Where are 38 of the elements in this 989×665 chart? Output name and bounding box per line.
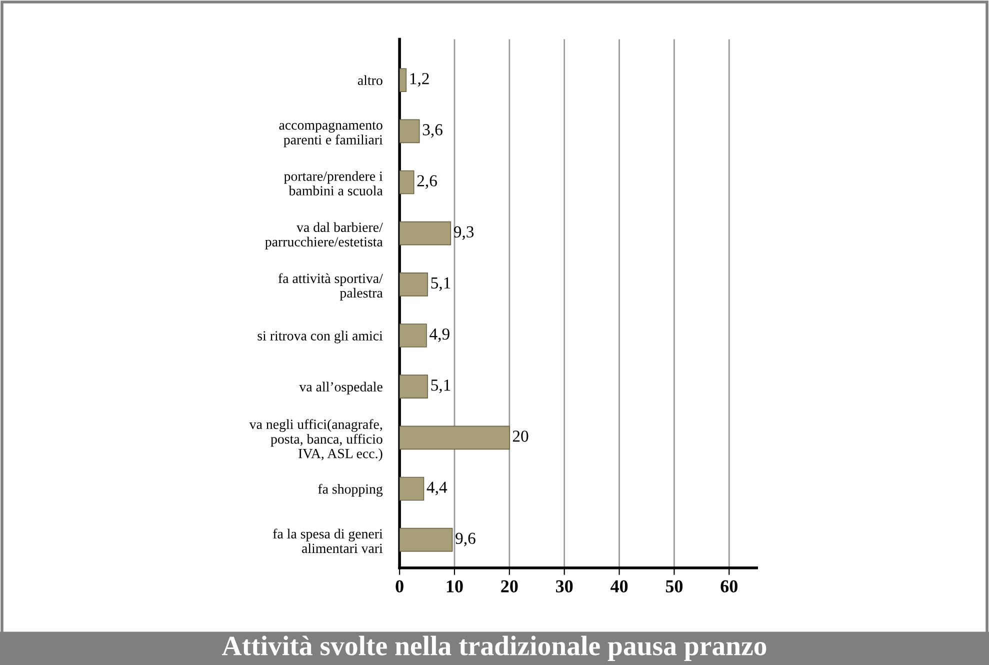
data-label: 5,1 <box>431 277 450 291</box>
data-label: 5,1 <box>431 380 450 394</box>
bar <box>400 221 452 246</box>
bar <box>400 476 424 501</box>
bar <box>400 170 414 194</box>
x-tick-label: 50 <box>666 580 683 592</box>
data-label: 20 <box>512 430 528 442</box>
data-label: 3,6 <box>422 124 442 138</box>
y-tick-label: va all’ospedale <box>299 382 382 394</box>
y-tick-label: si ritrova con gli amici <box>258 330 383 344</box>
x-tick-label: 20 <box>501 580 518 592</box>
data-label: 4,4 <box>426 482 448 496</box>
y-tick-label: altro <box>358 75 382 86</box>
x-tick-label: 30 <box>556 580 573 592</box>
bar <box>400 68 407 92</box>
x-tick-label: 0 <box>396 580 404 592</box>
data-label: 1,2 <box>410 73 429 87</box>
y-tick-label: fa la spesa di generi alimentari vari <box>273 528 383 554</box>
x-tick-label: 10 <box>446 580 463 592</box>
data-label: 9,6 <box>456 532 476 546</box>
y-tick-label: fa attività sportiva/ palestra <box>278 273 383 300</box>
bar <box>400 272 428 296</box>
y-tick-label: va dal barbiere/ parrucchiere/estetista <box>265 222 383 250</box>
y-tick-label: va negli uffici(anagrafe, posta, banca, ufficio IVA, ASL ecc.) <box>249 419 382 462</box>
y-tick-label: accompagnamento parenti e familiari <box>279 122 383 148</box>
y-tick-label: portare/prendere i bambini a scuola <box>284 171 383 196</box>
bar <box>400 374 428 398</box>
data-label: 9,3 <box>454 226 474 240</box>
data-label: 4,9 <box>430 328 450 342</box>
bar <box>400 426 510 450</box>
text: Attività svolte nella tradizionale pausa pranzo <box>222 636 766 661</box>
data-label: 2,6 <box>417 175 437 189</box>
bar <box>400 119 420 144</box>
bar <box>400 528 453 552</box>
y-tick-label: fa shopping <box>318 484 383 497</box>
bar <box>400 324 427 348</box>
x-tick-label: 40 <box>610 580 628 592</box>
x-tick-label: 60 <box>720 580 738 592</box>
